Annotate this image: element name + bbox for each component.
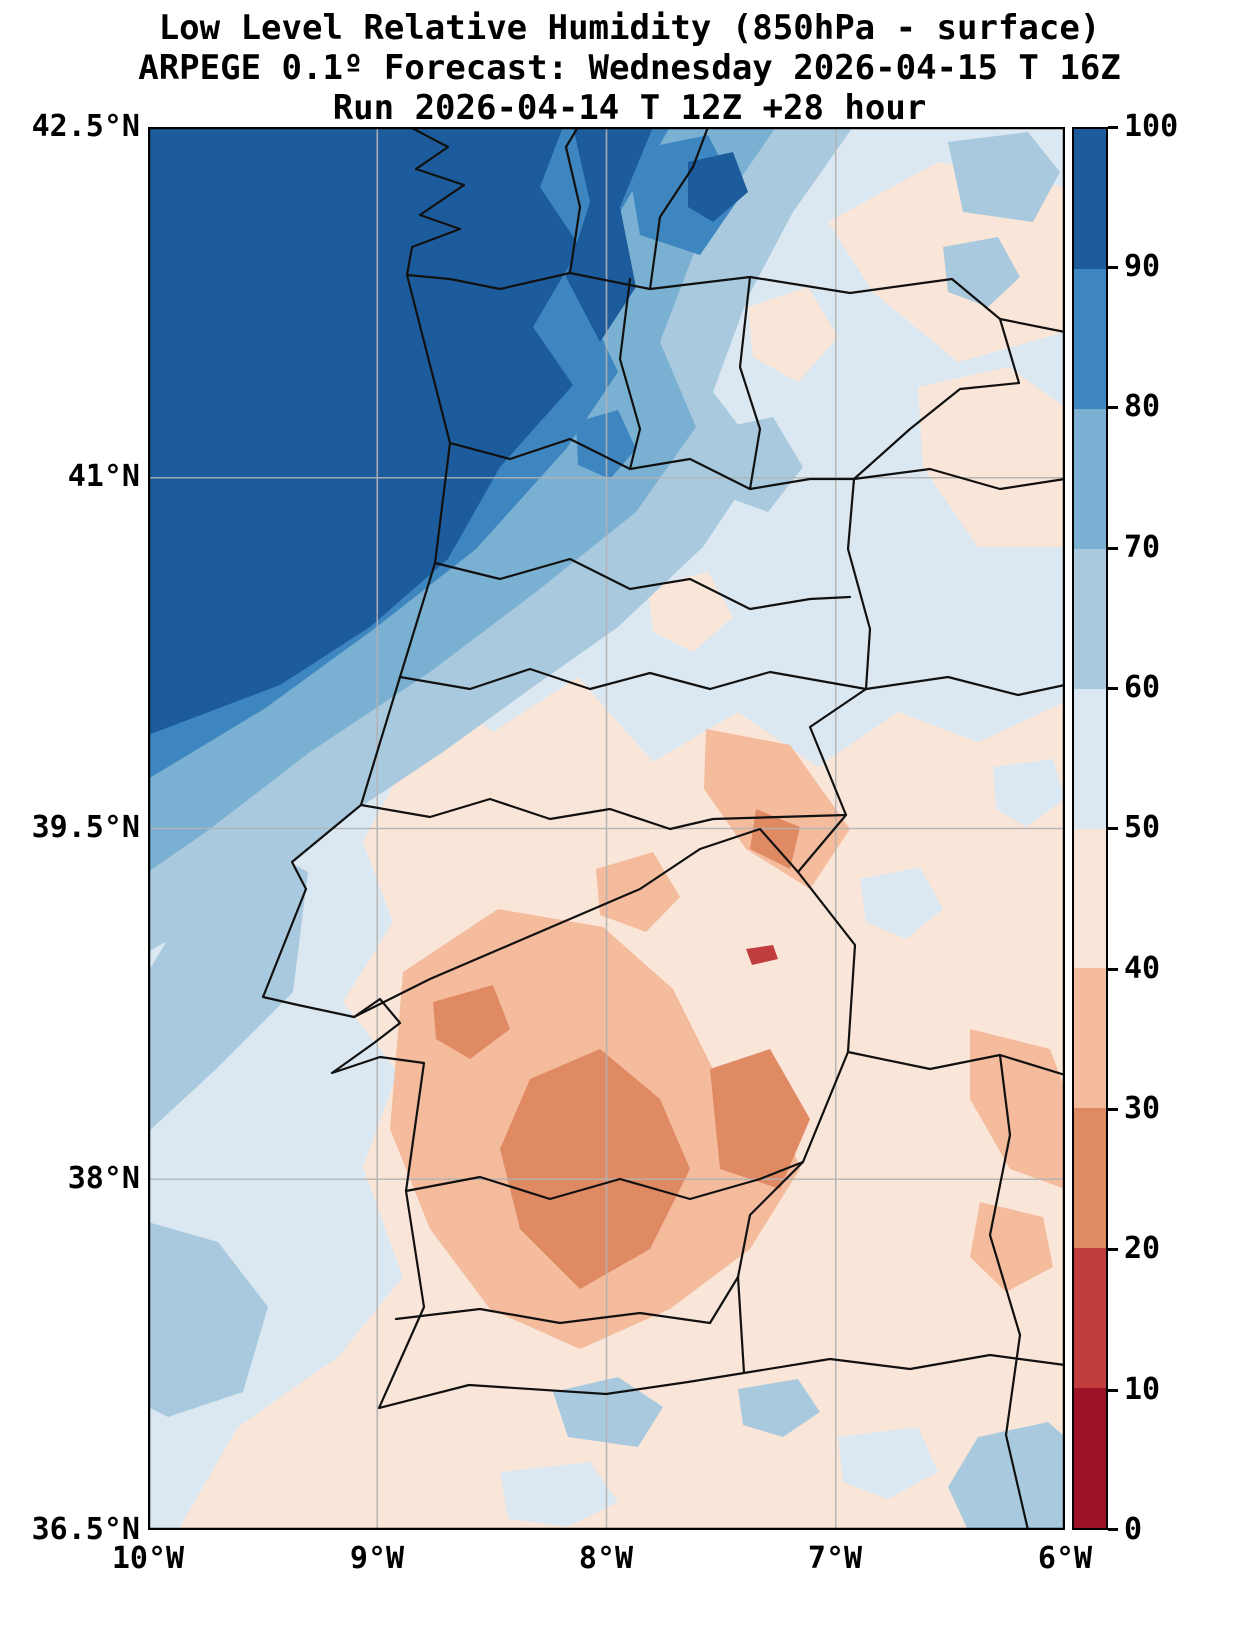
spain-line-extremadura — [846, 1050, 1065, 1077]
spain-line-galicia-a — [998, 317, 1065, 334]
graticule — [148, 127, 1065, 1530]
colorbar-tickmark — [1108, 266, 1118, 269]
district-line-beira-north — [433, 557, 852, 611]
colorbar-segment-60-70 — [1074, 548, 1106, 689]
colorbar-segment-80-90 — [1074, 268, 1106, 409]
contour-50-60-patch-c — [860, 867, 943, 939]
contour-10-20-spot — [746, 945, 778, 965]
contour-50-60-patch-d — [993, 759, 1065, 827]
spain-line-huelva-vertical — [988, 1053, 1030, 1530]
title-line-3: Run 2026-04-14 T 12Z +28 hour — [332, 88, 927, 128]
contour-30-40-se-patch — [970, 1202, 1053, 1292]
colorbar-segment-10-20 — [1074, 1248, 1106, 1389]
district-line-leiria — [359, 797, 848, 831]
colorbar-tickmark — [1108, 687, 1118, 690]
colorbar-label-100: 100 — [1124, 109, 1179, 144]
contour-50-60-patch-a — [838, 1427, 938, 1499]
colorbar-label-10: 10 — [1124, 1372, 1161, 1407]
contour-50-60-patch-b — [500, 1462, 618, 1527]
contour-30-40-east-streak — [970, 1029, 1065, 1189]
title-line-1: Low Level Relative Humidity (850hPa - su… — [158, 8, 1101, 48]
colorbar-segment-70-80 — [1074, 408, 1106, 549]
contour-60-70-north-patch — [943, 237, 1020, 307]
lat-tick-36-5n: 36.5°N — [31, 1512, 140, 1547]
contour-60-70-south-coast-a — [553, 1377, 663, 1447]
colorbar-label-50: 50 — [1124, 810, 1161, 845]
lon-tick-9w: 9°W — [349, 1541, 405, 1576]
humidity-fill-regions — [148, 127, 1065, 1530]
colorbar-tickmark — [1108, 1108, 1118, 1111]
colorbar-label-40: 40 — [1124, 951, 1161, 986]
lon-tick-6w: 6°W — [1037, 1541, 1093, 1576]
contour-90-100-top-center — [688, 152, 748, 222]
coastline-and-border — [261, 127, 1021, 1410]
admin-boundaries — [261, 127, 1065, 1530]
lat-tick-38n: 38°N — [67, 1161, 140, 1196]
contour-50-60-patch-e — [798, 562, 893, 642]
colorbar-label-60: 60 — [1124, 670, 1161, 705]
contour-20-30-core-a — [500, 1049, 690, 1289]
colorbar — [1072, 127, 1108, 1530]
spain-line-andalucia — [742, 1353, 1065, 1375]
district-line-alentejo — [404, 1160, 805, 1201]
district-line-minho-vertical — [618, 277, 642, 471]
contour-60-70-south-coast-b — [738, 1379, 820, 1437]
colorbar-tickmark — [1108, 1528, 1118, 1531]
lat-tick-42-5n: 42.5°N — [31, 109, 140, 144]
contour-90-100-finger — [566, 127, 653, 342]
colorbar-tickmark — [1108, 1389, 1118, 1392]
contour-40-50-center-patch — [648, 572, 733, 652]
colorbar-label-20: 20 — [1124, 1231, 1161, 1266]
colorbar-segment-30-40 — [1074, 968, 1106, 1109]
colorbar-tickmark — [1108, 126, 1118, 129]
spain-line-center — [864, 675, 1065, 697]
contour-60-70-bottom-right — [948, 1422, 1065, 1530]
contour-30-40-mid-patch — [596, 852, 680, 932]
contour-60-70-top-right — [948, 132, 1060, 222]
district-line-douro — [448, 437, 856, 491]
colorbar-tickmark — [1108, 406, 1118, 409]
colorbar-label-90: 90 — [1124, 249, 1161, 284]
lon-tick-10w: 10°W — [111, 1541, 185, 1576]
map-plot — [148, 127, 1065, 1530]
colorbar-segment-40-50 — [1074, 828, 1106, 969]
contour-40-50-north-patch — [748, 287, 838, 382]
colorbar-segment-90-100 — [1074, 129, 1106, 269]
colorbar-label-0: 0 — [1124, 1512, 1143, 1547]
lon-tick-7w: 7°W — [807, 1541, 863, 1576]
figure-titles: Low Level Relative Humidity (850hPa - su… — [0, 8, 1259, 128]
colorbar-label-70: 70 — [1124, 530, 1161, 565]
lat-tick-41n: 41°N — [67, 459, 140, 494]
colorbar-tickmark — [1108, 1248, 1118, 1251]
map-frame — [148, 127, 1065, 1530]
colorbar-tickmark — [1108, 827, 1118, 830]
contour-20-30-core-c — [750, 809, 800, 869]
lon-tick-8w: 8°W — [578, 1541, 634, 1576]
spain-line-north — [852, 467, 1065, 491]
colorbar-segment-0-10 — [1074, 1388, 1106, 1529]
spain-line-galicia-c — [648, 127, 710, 291]
district-line-coimbra — [398, 667, 868, 691]
contour-30-40-ne-streak — [704, 729, 850, 889]
contour-60-70-coast-lisbon — [148, 832, 308, 1132]
contour-40-50-east — [918, 367, 1065, 547]
lat-tick-39-5n: 39.5°N — [31, 810, 140, 845]
contour-90-100-main — [148, 127, 580, 735]
colorbar-segment-50-60 — [1074, 688, 1106, 829]
colorbar-label-30: 30 — [1124, 1091, 1161, 1126]
district-line-tejo — [352, 827, 800, 1019]
colorbar-tickmark — [1108, 968, 1118, 971]
district-line-algarve — [394, 1275, 740, 1325]
colorbar-tickmark — [1108, 547, 1118, 550]
contour-60-70-sw-ocean — [148, 1222, 268, 1417]
spain-line-galicia-b — [564, 127, 582, 275]
contour-20-30-core-d — [433, 985, 510, 1059]
colorbar-segment-20-30 — [1074, 1108, 1106, 1249]
colorbar-label-80: 80 — [1124, 389, 1161, 424]
contour-20-30-core-b — [710, 1049, 810, 1189]
title-line-2: ARPEGE 0.1º Forecast: Wednesday 2026-04-… — [138, 48, 1121, 88]
district-line-tras-os-montes-vertical — [738, 275, 762, 491]
